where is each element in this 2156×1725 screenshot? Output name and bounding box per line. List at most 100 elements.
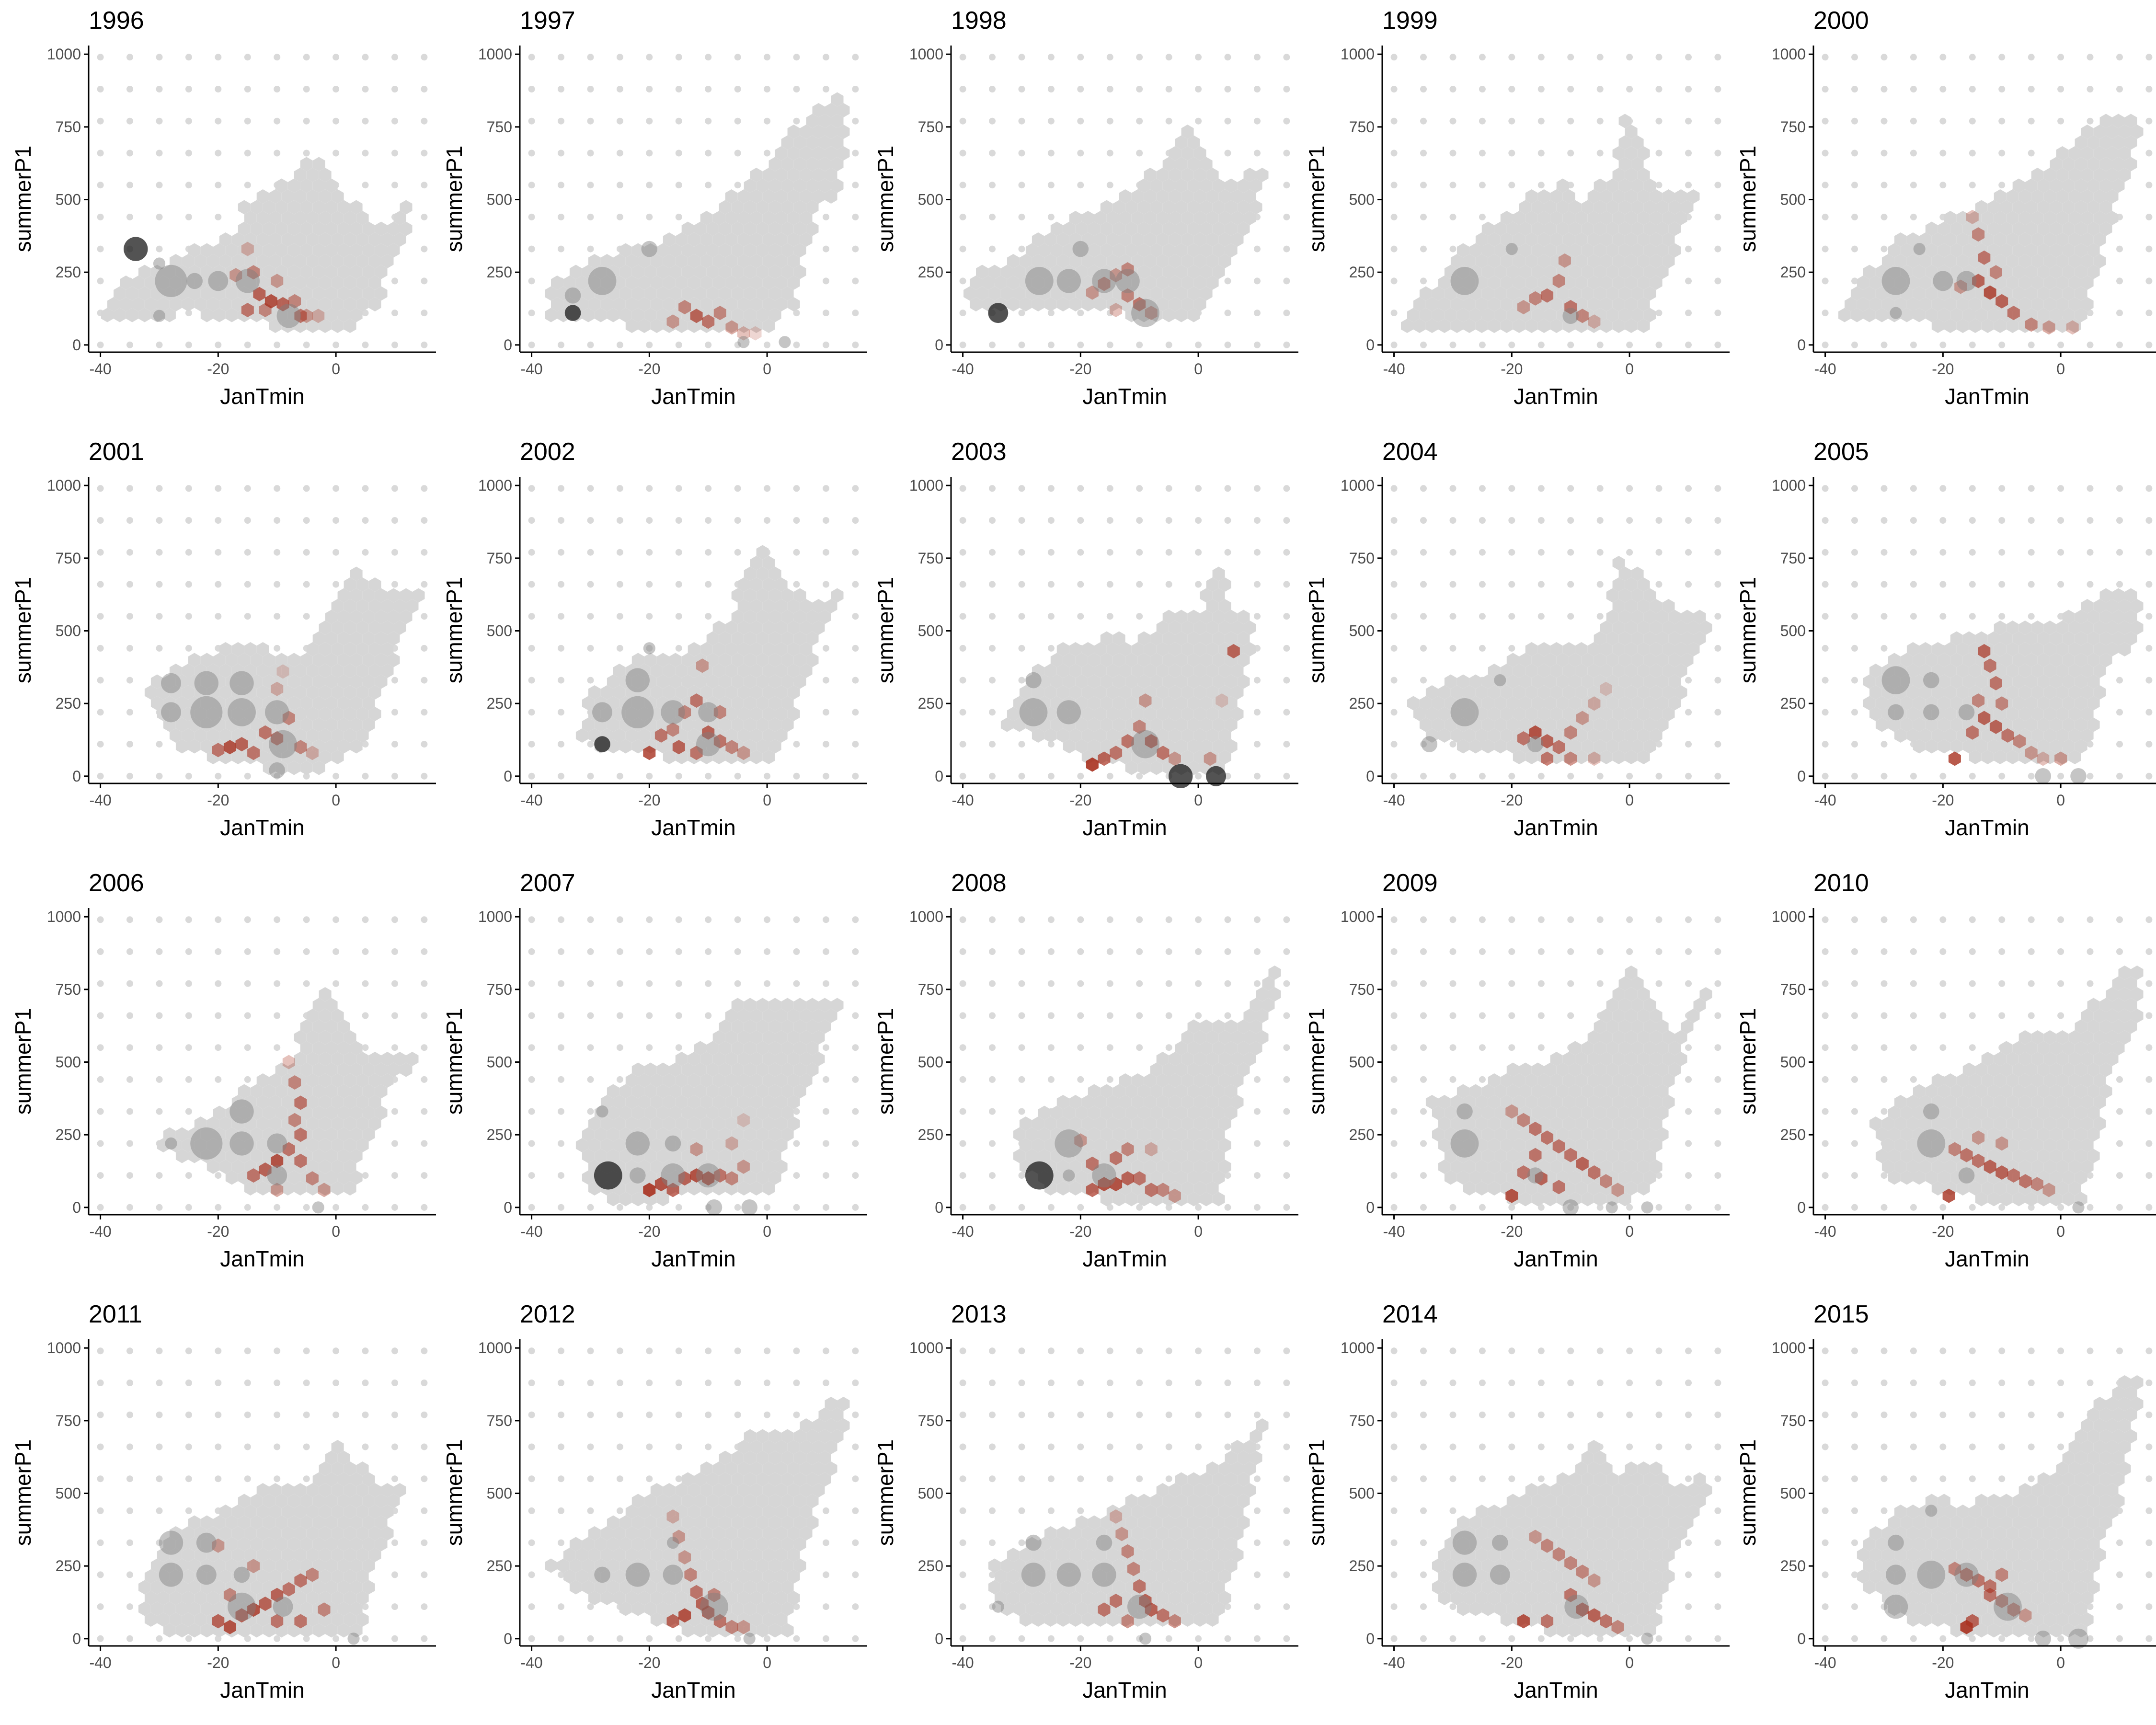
grid-dot [1851, 150, 1858, 157]
grid-dot [616, 581, 623, 588]
grid-dot [1714, 245, 1721, 253]
hexbin-cell [225, 308, 238, 322]
hexbin-cell [725, 276, 738, 290]
hexbin-cell [263, 200, 275, 215]
hexbin-cell [594, 264, 607, 279]
hexbin-cell [744, 243, 757, 258]
grid-dot [1714, 150, 1721, 157]
grid-dot [1881, 182, 1888, 189]
grid-dot [616, 341, 623, 348]
grid-dot [1195, 117, 1202, 125]
grid-dot [1018, 245, 1025, 253]
grid-dot [1106, 916, 1113, 923]
data-point [1923, 704, 1939, 721]
grid-dot [126, 1012, 133, 1019]
grid-dot [2028, 54, 2035, 61]
grid-dot [989, 581, 996, 588]
hexbin-cell [281, 232, 294, 247]
grid-dot [1685, 245, 1692, 253]
grid-dot [1106, 1012, 1113, 1019]
grid-dot [391, 709, 398, 716]
hexbin-cell [306, 254, 319, 268]
grid-dot [391, 980, 398, 987]
hexbin-cell [200, 243, 213, 258]
hexbin-cell [744, 178, 757, 193]
grid-dot [1420, 86, 1427, 92]
hexbin-cell [375, 221, 388, 236]
grid-dot [2145, 245, 2153, 253]
hexbin-cell [719, 243, 732, 258]
hexbin-cell [281, 211, 294, 225]
data-point [229, 1099, 254, 1124]
hexbin-cell [300, 264, 313, 279]
grid-dot [1939, 341, 1947, 348]
grid-dot [1390, 245, 1398, 253]
grid-dot [1077, 310, 1084, 317]
grid-dot [558, 1044, 564, 1051]
grid-dot [274, 117, 281, 125]
grid-dot [2028, 581, 2035, 588]
grid-dot [1047, 150, 1055, 157]
grid-dot [1822, 772, 1829, 780]
data-point [594, 1161, 622, 1190]
grid-dot [1254, 1140, 1261, 1147]
hexbin-weighted-cell [288, 294, 301, 309]
hexbin-cell [213, 308, 226, 322]
x-tick-label: -20 [207, 792, 229, 809]
data-point [208, 271, 229, 291]
y-tick-label: 0 [1797, 768, 1806, 785]
grid-dot [303, 948, 310, 955]
grid-dot [764, 948, 771, 955]
grid-dot [126, 341, 133, 348]
data-point [2070, 768, 2087, 784]
hexbin-cell [831, 135, 844, 150]
grid-dot [823, 86, 829, 92]
grid-dot [421, 1172, 428, 1179]
grid-dot [1254, 948, 1261, 955]
grid-dot [1224, 948, 1231, 955]
grid-dot [852, 772, 859, 780]
grid-dot [1822, 581, 1829, 588]
hexbin-cell [744, 200, 757, 215]
hexbin-cell [793, 178, 806, 193]
grid-dot [1420, 581, 1427, 588]
grid-dot [303, 613, 310, 620]
grid-dot [97, 1108, 104, 1115]
data-point [1072, 241, 1089, 257]
grid-dot [764, 485, 771, 492]
grid-dot [1254, 549, 1261, 556]
grid-dot [274, 581, 281, 588]
grid-dot [1018, 117, 1025, 125]
grid-dot [989, 1044, 996, 1051]
hexbin-cell [169, 276, 182, 290]
grid-dot [528, 1204, 535, 1211]
grid-dot [959, 741, 966, 748]
grid-dot [1283, 117, 1290, 125]
grid-dot [2028, 86, 2035, 92]
hexbin-cell [725, 211, 738, 225]
grid-dot [1047, 980, 1055, 987]
grid-dot [1939, 150, 1947, 157]
hexbin-cell [781, 286, 794, 301]
grid-dot [1106, 980, 1113, 987]
hexbin-cell [362, 243, 375, 258]
grid-dot [1851, 182, 1858, 189]
hexbin-cell [775, 254, 788, 268]
grid-dot [646, 182, 653, 189]
grid-dot [244, 54, 251, 61]
grid-dot [2116, 741, 2123, 748]
grid-dot [1537, 86, 1545, 92]
grid-dot [705, 549, 712, 556]
grid-dot [959, 948, 966, 955]
hexbin-cell [787, 254, 800, 268]
grid-dot [1018, 341, 1025, 348]
grid-dot [1254, 916, 1261, 923]
grid-dot [1283, 277, 1290, 285]
grid-dot [1910, 517, 1917, 524]
grid-dot [1283, 741, 1290, 748]
grid-dot [1910, 485, 1917, 492]
hexbin-cell [787, 297, 800, 311]
grid-dot [215, 213, 222, 220]
grid-dot [156, 117, 163, 125]
x-tick-label: 0 [763, 1223, 771, 1240]
